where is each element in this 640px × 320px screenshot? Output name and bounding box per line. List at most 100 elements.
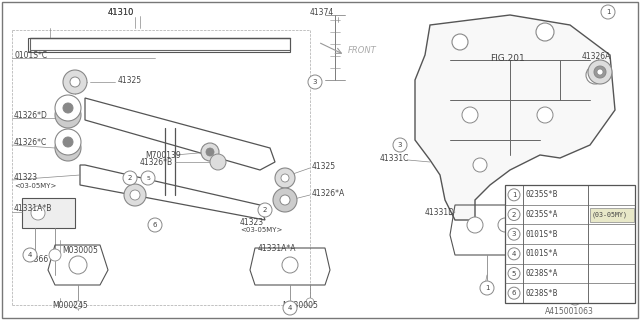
Circle shape xyxy=(49,249,61,261)
Circle shape xyxy=(55,129,81,155)
Text: 0238S*A: 0238S*A xyxy=(526,269,558,278)
Circle shape xyxy=(588,60,612,84)
Circle shape xyxy=(201,143,219,161)
Text: 41325: 41325 xyxy=(312,162,336,171)
Circle shape xyxy=(480,281,494,295)
Circle shape xyxy=(31,206,45,220)
Text: 41374: 41374 xyxy=(310,7,334,17)
Text: 0101S*C: 0101S*C xyxy=(14,51,47,60)
Text: 3: 3 xyxy=(397,142,403,148)
Text: 0101S*B: 0101S*B xyxy=(526,230,558,239)
Circle shape xyxy=(210,154,226,170)
Text: 1: 1 xyxy=(512,192,516,198)
Text: 1: 1 xyxy=(573,295,577,301)
Circle shape xyxy=(306,298,314,306)
Circle shape xyxy=(63,70,87,94)
Text: M030005: M030005 xyxy=(62,245,98,254)
Text: 41366: 41366 xyxy=(25,255,49,265)
Circle shape xyxy=(508,209,520,220)
Text: 6: 6 xyxy=(153,222,157,228)
Bar xyxy=(590,207,634,221)
Circle shape xyxy=(141,171,155,185)
Text: FRONT: FRONT xyxy=(348,45,377,54)
Text: 3: 3 xyxy=(313,79,317,85)
Circle shape xyxy=(69,256,87,274)
Circle shape xyxy=(597,69,603,75)
Text: 5: 5 xyxy=(146,175,150,180)
Circle shape xyxy=(282,257,298,273)
Text: 2: 2 xyxy=(128,175,132,181)
Text: 3: 3 xyxy=(512,231,516,237)
Circle shape xyxy=(393,138,407,152)
Text: 0235S*A: 0235S*A xyxy=(526,210,558,219)
Bar xyxy=(505,185,635,303)
Circle shape xyxy=(63,137,73,147)
Circle shape xyxy=(601,5,615,19)
Text: 41331D: 41331D xyxy=(425,207,455,217)
Circle shape xyxy=(55,102,81,128)
Circle shape xyxy=(206,148,214,156)
Text: 2: 2 xyxy=(263,207,267,213)
Text: 5: 5 xyxy=(512,270,516,276)
Text: 41326*A: 41326*A xyxy=(312,188,345,197)
Text: M700139: M700139 xyxy=(145,150,180,159)
Text: 41331A*A: 41331A*A xyxy=(258,244,296,252)
Circle shape xyxy=(275,168,295,188)
Text: FIG.201: FIG.201 xyxy=(490,53,525,62)
Circle shape xyxy=(281,174,289,182)
Text: 2: 2 xyxy=(512,212,516,218)
Circle shape xyxy=(63,103,73,113)
Circle shape xyxy=(594,66,606,78)
Circle shape xyxy=(123,171,137,185)
Text: 4: 4 xyxy=(512,251,516,257)
Text: A415001063: A415001063 xyxy=(545,308,594,316)
Circle shape xyxy=(23,248,37,262)
Text: 1: 1 xyxy=(605,9,611,15)
Circle shape xyxy=(462,107,478,123)
Circle shape xyxy=(452,34,468,50)
Polygon shape xyxy=(415,15,615,220)
Circle shape xyxy=(273,188,297,212)
Text: M000245: M000245 xyxy=(52,301,88,310)
Circle shape xyxy=(55,135,81,161)
Text: 41326A: 41326A xyxy=(582,52,611,60)
Text: M030005: M030005 xyxy=(282,301,318,310)
Circle shape xyxy=(508,287,520,299)
Text: 41310: 41310 xyxy=(108,7,134,17)
Circle shape xyxy=(508,268,520,279)
Text: 41325: 41325 xyxy=(118,76,142,84)
Circle shape xyxy=(55,95,81,121)
Text: 1: 1 xyxy=(484,285,489,291)
Text: 41326*C: 41326*C xyxy=(14,138,47,147)
Circle shape xyxy=(586,66,604,84)
Text: 41310: 41310 xyxy=(108,7,134,17)
Circle shape xyxy=(508,248,520,260)
Text: (03-05MY): (03-05MY) xyxy=(592,211,628,218)
Text: 41323: 41323 xyxy=(14,172,38,181)
Circle shape xyxy=(536,23,554,41)
Circle shape xyxy=(467,217,483,233)
Text: 0101S*A: 0101S*A xyxy=(526,249,558,258)
Text: 41323: 41323 xyxy=(240,218,264,227)
Circle shape xyxy=(124,184,146,206)
Text: <03-05MY>: <03-05MY> xyxy=(240,227,282,233)
Circle shape xyxy=(568,291,582,305)
Circle shape xyxy=(508,189,520,201)
Circle shape xyxy=(283,301,297,315)
Circle shape xyxy=(148,218,162,232)
Text: 6: 6 xyxy=(512,290,516,296)
Text: 4: 4 xyxy=(28,252,32,258)
Text: 41326*B: 41326*B xyxy=(140,157,173,166)
Text: <03-05MY>: <03-05MY> xyxy=(14,183,56,189)
Text: 41331A*B: 41331A*B xyxy=(14,204,52,212)
Circle shape xyxy=(508,228,520,240)
Text: 4: 4 xyxy=(288,305,292,311)
Circle shape xyxy=(130,190,140,200)
Circle shape xyxy=(74,301,82,309)
Circle shape xyxy=(498,218,512,232)
Text: 41326*D: 41326*D xyxy=(14,110,48,119)
Text: 0235S*B: 0235S*B xyxy=(526,190,558,199)
Circle shape xyxy=(473,158,487,172)
Circle shape xyxy=(258,203,272,217)
Circle shape xyxy=(70,77,80,87)
